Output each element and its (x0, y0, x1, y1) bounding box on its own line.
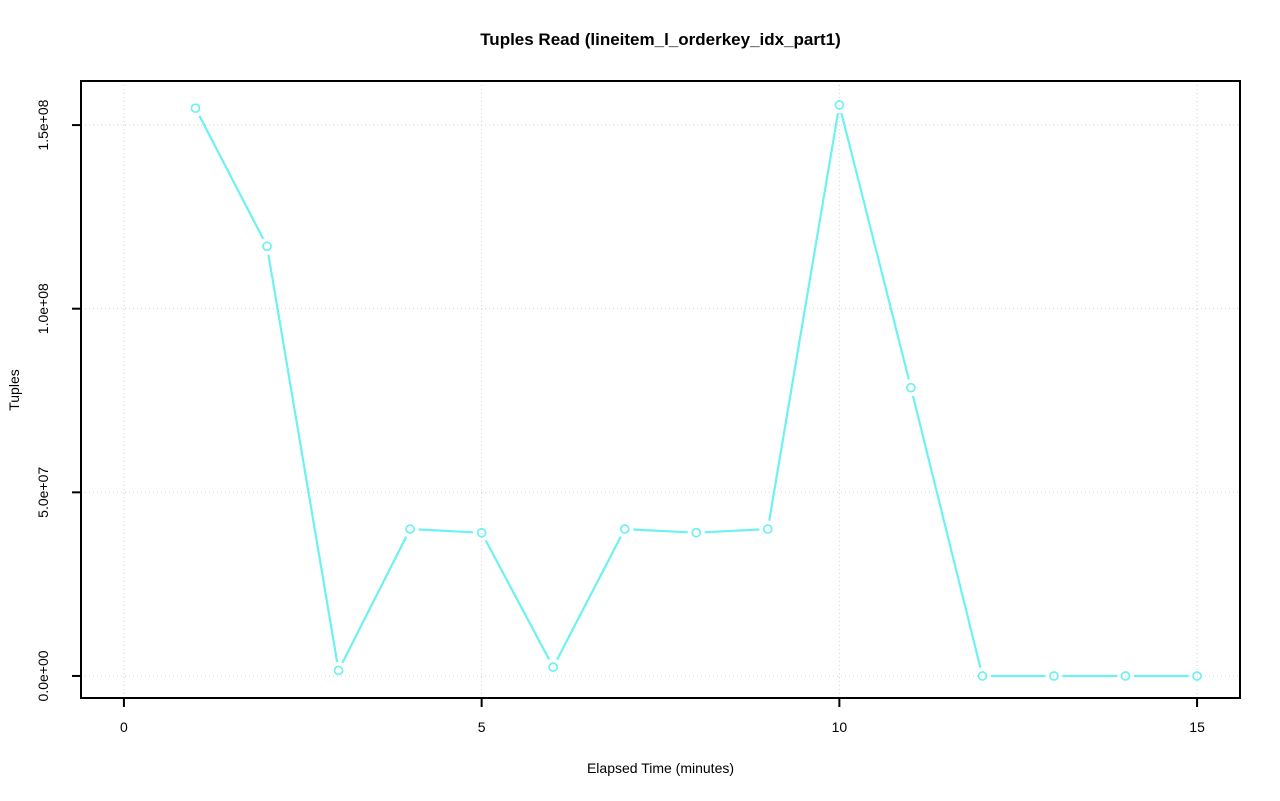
data-point (834, 100, 845, 110)
y-tick-label: 1.5e+08 (35, 99, 51, 150)
y-axis-label: Tuples (6, 369, 22, 411)
series-line-segment (704, 528, 760, 534)
data-point (262, 241, 272, 252)
series-line-segment (484, 539, 551, 661)
data-point (548, 662, 559, 673)
series-line-segment (341, 536, 408, 664)
series-line-segment (267, 254, 339, 663)
x-tick-label: 5 (478, 719, 486, 735)
data-point (333, 665, 344, 676)
data-point (405, 524, 415, 534)
data-point (1120, 671, 1131, 681)
y-tick-label: 5.0e+07 (35, 467, 51, 518)
x-tick-label: 15 (1189, 719, 1205, 735)
x-tick-label: 10 (832, 719, 848, 735)
series-line-segment (198, 115, 265, 240)
series-line-segment (418, 528, 474, 534)
data-point (977, 671, 988, 681)
y-tick-label: 1.0e+08 (35, 283, 51, 334)
series-line-segment (768, 113, 840, 521)
x-tick-label: 0 (120, 719, 128, 735)
data-point (476, 527, 487, 538)
series-line-segment (556, 536, 622, 661)
data-point (691, 527, 702, 538)
x-axis-label: Elapsed Time (minutes) (586, 760, 735, 776)
data-point (619, 524, 630, 534)
plot-border (80, 80, 1241, 699)
data-point (1049, 671, 1059, 681)
series-line-segment (840, 112, 910, 380)
y-tick-label: 0.0e+00 (35, 650, 51, 701)
chart-title: Tuples Read (lineitem_l_orderkey_idx_par… (480, 30, 841, 49)
data-point (906, 382, 916, 393)
data-point (190, 103, 201, 114)
series-line-segment (633, 528, 688, 534)
data-point (1192, 671, 1202, 681)
series-line-segment (911, 395, 982, 668)
data-point (762, 524, 773, 534)
